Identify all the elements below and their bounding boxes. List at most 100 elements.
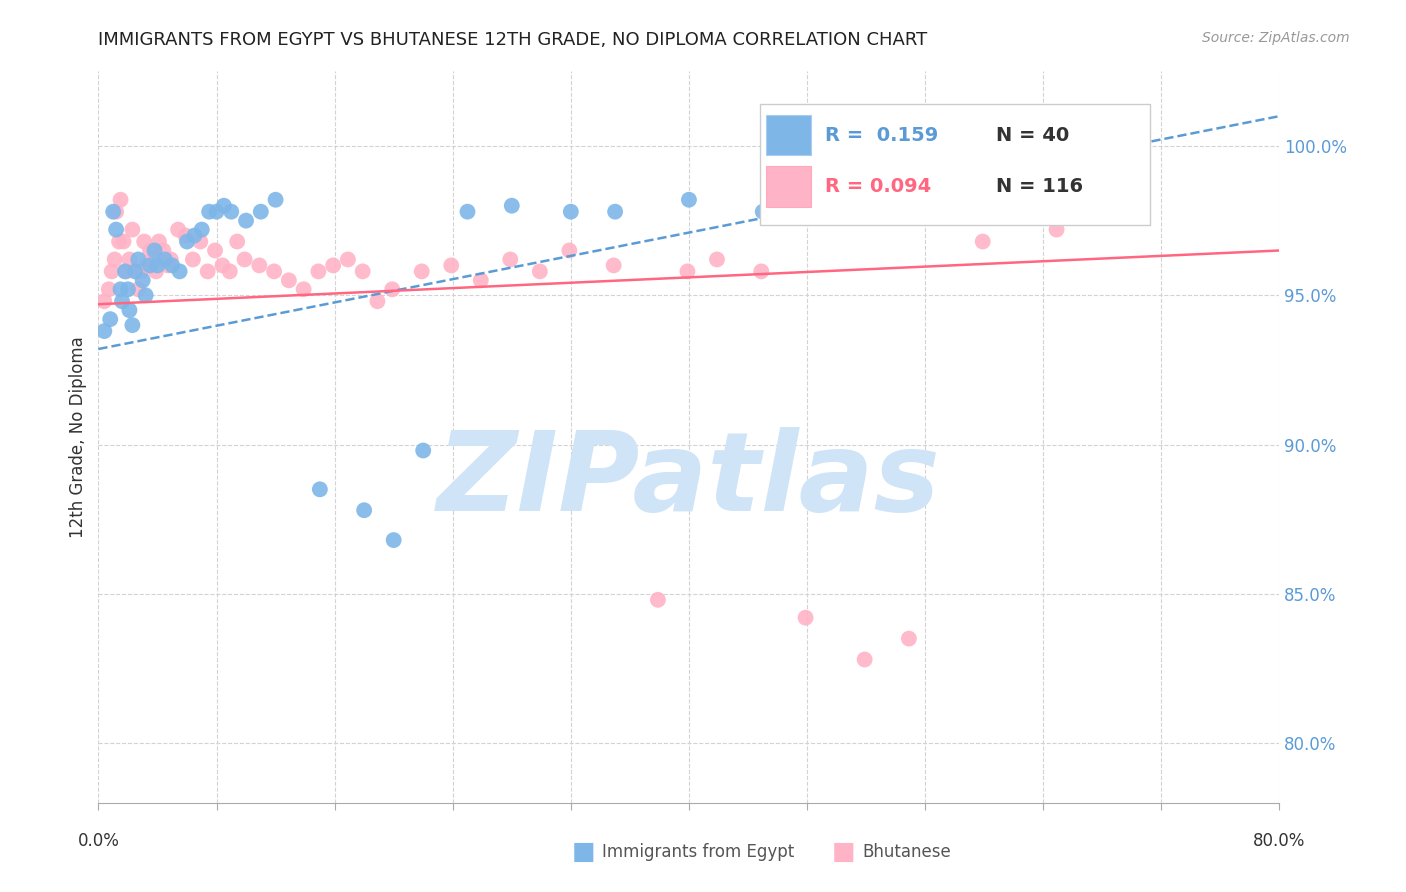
Text: 0.0%: 0.0%	[77, 832, 120, 850]
Point	[218, 264, 240, 278]
Point	[103, 204, 125, 219]
Point	[110, 193, 132, 207]
Point	[181, 252, 204, 267]
Point	[706, 252, 728, 267]
Point	[412, 443, 434, 458]
Point	[97, 282, 120, 296]
Point	[156, 259, 179, 273]
Point	[501, 199, 523, 213]
Point	[212, 199, 235, 213]
Text: R =  0.159: R = 0.159	[825, 127, 938, 145]
Point	[221, 204, 243, 219]
Point	[204, 244, 226, 258]
Y-axis label: 12th Grade, No Diploma: 12th Grade, No Diploma	[69, 336, 87, 538]
Point	[529, 264, 551, 278]
Point	[366, 294, 388, 309]
Point	[145, 264, 167, 278]
Point	[105, 222, 128, 236]
Point	[322, 259, 344, 273]
Point	[188, 235, 211, 249]
Point	[127, 252, 149, 267]
Point	[105, 204, 128, 219]
Point	[174, 228, 197, 243]
Point	[148, 235, 170, 249]
Point	[382, 533, 405, 547]
Point	[167, 222, 190, 236]
Point	[115, 264, 138, 278]
Point	[98, 312, 121, 326]
Point	[605, 204, 627, 219]
Point	[108, 235, 131, 249]
Point	[602, 259, 624, 273]
Point	[146, 259, 169, 273]
Point	[198, 204, 221, 219]
Point	[129, 264, 152, 278]
Point	[121, 222, 143, 236]
Point	[143, 244, 166, 258]
Bar	[766, 167, 811, 207]
Point	[162, 259, 183, 273]
Point	[336, 252, 359, 267]
Point	[118, 252, 141, 267]
Point	[264, 193, 287, 207]
Point	[560, 204, 582, 219]
Point	[104, 252, 127, 267]
Point	[136, 259, 159, 273]
Point	[247, 259, 270, 273]
Point	[678, 193, 700, 207]
Point	[307, 264, 329, 278]
Point	[139, 259, 162, 273]
Point	[183, 228, 205, 243]
Text: Immigrants from Egypt: Immigrants from Egypt	[602, 843, 794, 861]
Point	[93, 324, 115, 338]
Text: IMMIGRANTS FROM EGYPT VS BHUTANESE 12TH GRADE, NO DIPLOMA CORRELATION CHART: IMMIGRANTS FROM EGYPT VS BHUTANESE 12TH …	[98, 31, 928, 49]
Text: Source: ZipAtlas.com: Source: ZipAtlas.com	[1202, 31, 1350, 45]
Point	[794, 610, 817, 624]
Text: N = 116: N = 116	[995, 178, 1083, 196]
Point	[127, 282, 149, 296]
Point	[121, 318, 143, 332]
Point	[824, 204, 846, 219]
Point	[499, 252, 522, 267]
Point	[117, 282, 139, 296]
Point	[751, 204, 773, 219]
Point	[263, 264, 285, 278]
Point	[411, 264, 433, 278]
Point	[142, 252, 165, 267]
Point	[749, 264, 772, 278]
Point	[176, 235, 198, 249]
Point	[440, 259, 463, 273]
Point	[381, 282, 404, 296]
Point	[277, 273, 299, 287]
Point	[309, 483, 332, 497]
Point	[1045, 222, 1067, 236]
Point	[853, 652, 876, 666]
Point	[676, 264, 699, 278]
Point	[233, 252, 256, 267]
Point	[191, 222, 214, 236]
Point	[112, 235, 135, 249]
Point	[134, 235, 156, 249]
Point	[139, 244, 162, 258]
Text: N = 40: N = 40	[995, 127, 1069, 145]
Point	[114, 264, 136, 278]
Point	[135, 288, 157, 302]
Point	[897, 632, 920, 646]
Point	[353, 503, 375, 517]
Point	[470, 273, 492, 287]
Bar	[759, 104, 1150, 225]
Point	[235, 213, 257, 227]
Point	[124, 264, 146, 278]
Point	[456, 204, 478, 219]
Text: ■: ■	[832, 840, 855, 863]
Point	[111, 294, 134, 309]
Point	[169, 264, 191, 278]
Point	[558, 244, 581, 258]
Point	[226, 235, 249, 249]
Point	[197, 264, 219, 278]
Point	[159, 252, 181, 267]
Point	[110, 282, 132, 296]
Point	[647, 592, 669, 607]
Text: Bhutanese: Bhutanese	[862, 843, 950, 861]
Point	[100, 264, 122, 278]
